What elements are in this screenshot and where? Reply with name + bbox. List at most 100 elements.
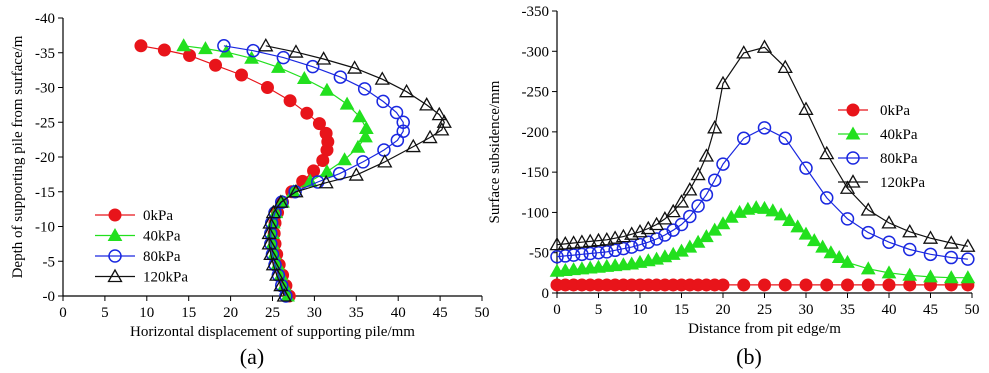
panel-a-series-80kpa-point bbox=[357, 82, 372, 96]
panel-b-series-40kpa-point bbox=[806, 233, 822, 247]
panel-b-legend-label: 80kPa bbox=[880, 151, 918, 167]
panel-b-series-40kpa-point bbox=[757, 200, 772, 214]
panel-a-x-tick-label: 30 bbox=[307, 305, 322, 321]
panel-a-legend-marker bbox=[107, 227, 123, 241]
panel-b-series-120kpa-point bbox=[860, 202, 876, 216]
panel-b-legend-item-40kpa: 40kPa bbox=[838, 126, 918, 143]
panel-b-series-80kpa-point bbox=[961, 252, 975, 266]
panel-a-series-80kpa-point bbox=[333, 70, 348, 84]
panel-b-legend-marker bbox=[845, 126, 861, 140]
panel-a-y-tick-label: -0 bbox=[43, 289, 56, 305]
panel-b-series-40kpa-point bbox=[881, 265, 897, 279]
panel-b-series-120kpa-point bbox=[665, 203, 681, 218]
panel-a-legend-marker bbox=[108, 249, 122, 263]
panel-b-series-40kpa-point bbox=[943, 270, 959, 284]
panel-a-series-0kpa-point bbox=[307, 164, 321, 178]
panel-a-legend: 0kPa 40kPa 80kPa 120kPa bbox=[95, 208, 188, 286]
panel-b-y-tick-label: -200 bbox=[522, 125, 550, 141]
panel-b-series-0kpa-point bbox=[820, 278, 834, 292]
panel-a-y-tick-label: -20 bbox=[35, 150, 55, 166]
panel-a-series-80kpa-point bbox=[305, 59, 320, 74]
panel-b-legend: 0kPa 40kPa 80kPa 120kPa bbox=[838, 103, 925, 191]
panel-a-series-80kpa-point bbox=[396, 115, 410, 129]
panel-b-series-120kpa-point bbox=[657, 211, 673, 225]
panel-a-series-120kpa-point bbox=[419, 97, 435, 111]
panel-b-series-40kpa-point bbox=[815, 239, 830, 253]
panel-b-series-80kpa-point bbox=[699, 187, 714, 202]
panel-b-series-120kpa-point bbox=[682, 182, 698, 196]
panel-a-series-80kpa-point bbox=[376, 94, 390, 109]
panel-a-series-120kpa-point bbox=[265, 204, 281, 219]
panel-b-series-120kpa-point bbox=[777, 59, 793, 74]
panel-a-series-80kpa-point bbox=[396, 124, 410, 139]
panel-a-legend-label: 40kPa bbox=[143, 229, 181, 245]
panel-b-x-tick-label: 30 bbox=[799, 302, 814, 318]
panel-b-series-120kpa-point bbox=[607, 230, 623, 244]
panel-b-series-120kpa-point bbox=[819, 145, 835, 160]
panel-a-series-40kpa-point bbox=[339, 96, 355, 110]
panel-b-legend-label: 120kPa bbox=[880, 175, 925, 191]
panel-a-series-120kpa-point bbox=[405, 138, 421, 153]
panel-b-x-tick-label: 5 bbox=[595, 302, 603, 318]
panel-a-series-0kpa-point bbox=[260, 81, 274, 94]
panel-b-series-0kpa-point bbox=[758, 278, 771, 292]
panel-b-series-120kpa-line bbox=[556, 46, 969, 247]
panel-b-series-40kpa-point bbox=[765, 203, 781, 217]
panel-a-x-tick-label: 50 bbox=[475, 305, 490, 321]
panel-a-y-tick-label: -35 bbox=[35, 46, 55, 62]
panel-b-legend-item-120kpa: 120kPa bbox=[838, 174, 925, 191]
panel-b-y-tick-label: -250 bbox=[522, 85, 550, 101]
panel-b-series-120kpa-point bbox=[574, 234, 590, 248]
panel-a-series-40kpa-point bbox=[176, 38, 192, 52]
panel-b-series-80kpa-point bbox=[558, 249, 573, 263]
panel-b-series-40kpa-point bbox=[748, 200, 764, 214]
panel-b-x-tick-label: 45 bbox=[923, 302, 938, 318]
panel-b-series-80kpa-point bbox=[737, 131, 751, 146]
panel-b-x-tick-label: 15 bbox=[674, 302, 689, 318]
panel-a-series-120kpa-point bbox=[347, 60, 363, 74]
panel-b-legend-item-0kpa: 0kPa bbox=[838, 103, 910, 119]
panel-b-series-80kpa-point bbox=[882, 235, 896, 249]
panel-b-series-80kpa-point bbox=[583, 246, 597, 261]
panel-a-series-120kpa-point bbox=[263, 246, 279, 260]
panel-b-y-tick-label: -100 bbox=[522, 205, 550, 221]
panel-a-y-axis-title: Depth of supporting pile from surface/m bbox=[10, 35, 26, 278]
panel-b-y-tick-label: -50 bbox=[529, 246, 549, 262]
panel-a-legend-item-0kpa: 0kPa bbox=[95, 208, 173, 224]
panel-a-y-tick-label: -15 bbox=[35, 185, 55, 201]
panel-a-series-120kpa-point bbox=[258, 37, 274, 52]
panel-a-series-80kpa-point bbox=[311, 175, 325, 189]
panel-b-series-120kpa-point bbox=[943, 235, 959, 249]
panel-a-legend-label: 120kPa bbox=[143, 270, 188, 286]
panel-b-series-40kpa-point bbox=[790, 219, 806, 233]
panel-b-series-80kpa-point bbox=[757, 121, 772, 135]
panel-b-y-tick-label: -350 bbox=[522, 4, 550, 20]
panel-b-series-40kpa-point bbox=[902, 267, 918, 281]
panel-b-series-0kpa-point bbox=[778, 278, 792, 292]
panel-b-y-tick-label: 0 bbox=[542, 286, 550, 302]
panel-b-series-120kpa-point bbox=[673, 194, 690, 208]
panel-a-series-0kpa-point bbox=[283, 94, 297, 108]
panel-a-x-tick-label: 40 bbox=[391, 305, 406, 321]
panel-a-legend-item-40kpa: 40kPa bbox=[95, 227, 181, 245]
panel-a-series-120kpa-point bbox=[273, 277, 289, 292]
panel-b-series-120kpa-point bbox=[922, 230, 939, 244]
panel-b-series-40kpa-point bbox=[923, 269, 938, 283]
panel-b-series-0kpa-point bbox=[737, 278, 751, 292]
panel-b-legend-marker bbox=[845, 174, 861, 188]
panel-b-series-0kpa-point bbox=[716, 278, 730, 292]
panel-b-series-80kpa-point bbox=[799, 161, 813, 175]
panel-a-series-40kpa-point bbox=[352, 109, 368, 123]
panel-b-series-40kpa bbox=[549, 200, 976, 284]
panel-a-series-120kpa-point bbox=[262, 215, 278, 229]
panel-a-series-0kpa-point bbox=[183, 49, 197, 63]
panel-b-series-120kpa-point bbox=[756, 39, 773, 53]
panel-b-legend-marker bbox=[846, 151, 860, 165]
panel-b-series-40kpa-point bbox=[840, 254, 855, 268]
panel-b-series-80kpa-point bbox=[820, 191, 834, 205]
panel-a-series-120kpa-point bbox=[316, 51, 332, 65]
panel-a-x-tick-label: 25 bbox=[265, 305, 280, 321]
panel-b-series-40kpa-point bbox=[715, 216, 731, 230]
panel-a-series-0kpa-point bbox=[319, 126, 333, 140]
panel-b-x-tick-label: 10 bbox=[633, 302, 648, 318]
